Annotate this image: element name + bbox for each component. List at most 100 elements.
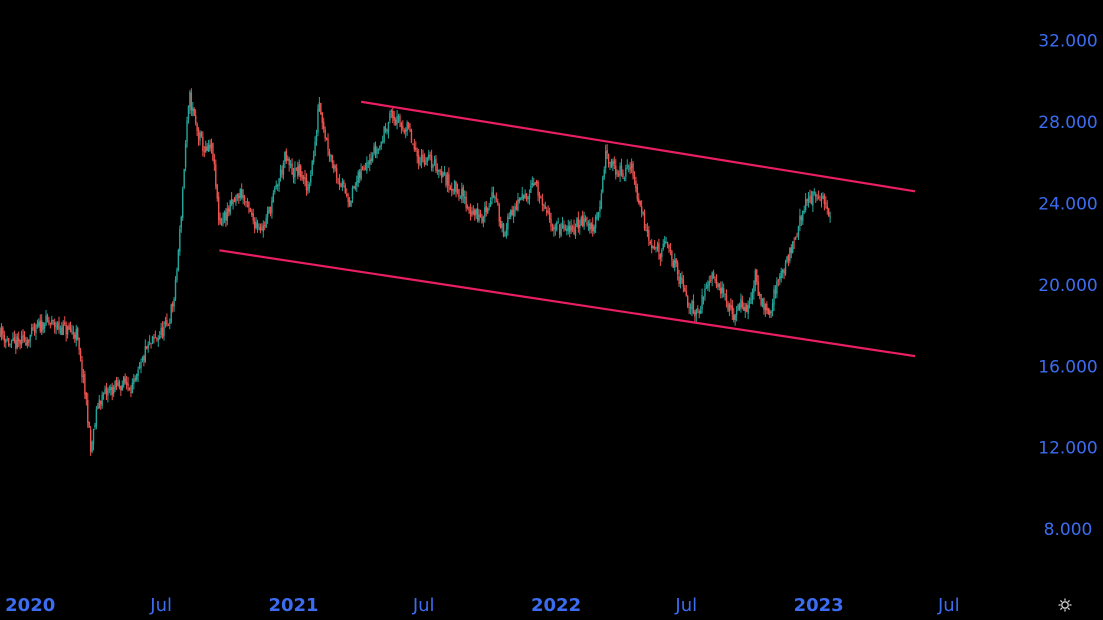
candle: [638, 192, 640, 205]
candle: [653, 240, 656, 251]
candle: [514, 203, 516, 217]
candle: [566, 225, 568, 236]
candle: [26, 337, 29, 349]
candle: [45, 309, 47, 326]
candle: [533, 177, 535, 187]
candle: [570, 219, 572, 235]
candle: [374, 141, 377, 159]
candle: [462, 184, 464, 204]
candle: [639, 200, 641, 208]
candle: [479, 209, 482, 218]
candle: [423, 153, 426, 167]
candle: [146, 345, 148, 350]
candle: [262, 220, 264, 238]
candle: [94, 422, 96, 430]
candle: [453, 179, 456, 195]
candle: [799, 208, 801, 231]
candle: [498, 202, 500, 227]
candle: [521, 186, 523, 201]
candle: [682, 274, 685, 293]
time-axis-tick-label: 2022: [531, 595, 581, 616]
candle: [35, 323, 37, 340]
candle: [288, 156, 290, 172]
candle: [330, 153, 332, 162]
candle: [380, 141, 382, 150]
candle: [556, 220, 558, 232]
candle: [192, 101, 194, 117]
candle: [228, 205, 230, 217]
candle: [282, 160, 285, 180]
candle: [2, 326, 4, 340]
candle: [384, 123, 387, 134]
candle: [520, 197, 522, 201]
candle: [573, 219, 575, 235]
candle: [497, 198, 499, 206]
candle: [294, 161, 296, 184]
candle: [558, 224, 561, 239]
candle: [617, 170, 620, 178]
candle: [681, 271, 683, 284]
candle: [406, 120, 408, 136]
candle: [39, 314, 41, 334]
trendlines-group[interactable]: [219, 100, 916, 358]
candle: [528, 189, 531, 205]
candle: [774, 285, 777, 299]
candle: [484, 201, 486, 223]
candle: [715, 274, 718, 289]
candle: [243, 194, 246, 206]
candle: [324, 126, 326, 142]
candle: [203, 145, 205, 158]
candle: [295, 167, 298, 172]
candle: [784, 259, 787, 276]
candle: [230, 192, 233, 207]
candle: [800, 214, 803, 227]
settings-gear-icon[interactable]: [1058, 598, 1072, 612]
candle: [226, 202, 229, 226]
candle: [760, 293, 762, 307]
candle: [65, 321, 67, 342]
candle: [417, 148, 420, 170]
candle: [649, 240, 651, 245]
candle: [216, 183, 218, 202]
candle: [169, 318, 171, 330]
candle: [229, 199, 231, 216]
candle: [407, 121, 410, 130]
candle: [399, 113, 401, 128]
channel-trendline[interactable]: [360, 100, 916, 193]
candle: [137, 366, 139, 383]
candle: [757, 275, 759, 296]
candle: [538, 191, 541, 204]
time-axis[interactable]: 2020 Jul 2021 Jul 2022 Jul 2023 Jul: [5, 595, 960, 616]
candle: [412, 143, 414, 146]
candle: [120, 385, 122, 396]
candle: [620, 158, 623, 177]
channel-trendline[interactable]: [219, 249, 916, 358]
candle: [305, 173, 308, 196]
price-axis[interactable]: 32.000 28.000 24.000 20.000 16.000 12.000 8.00…: [1038, 32, 1097, 540]
candle: [662, 239, 664, 251]
candle: [232, 199, 234, 210]
candle: [363, 164, 365, 171]
candle: [287, 155, 289, 161]
candle: [531, 176, 534, 188]
candle: [337, 177, 339, 185]
candle: [773, 285, 775, 311]
candle: [176, 267, 178, 283]
candle: [366, 156, 368, 174]
candle: [540, 195, 542, 199]
candle: [397, 113, 400, 124]
candle: [580, 215, 582, 226]
candle: [694, 309, 696, 322]
candle: [787, 254, 790, 267]
candle: [353, 185, 355, 189]
candle: [400, 121, 403, 134]
candle: [695, 308, 698, 322]
candle: [507, 213, 509, 236]
candle: [409, 123, 411, 133]
candle: [553, 224, 555, 237]
candle: [806, 198, 808, 206]
candle: [771, 298, 774, 317]
candle: [64, 316, 66, 326]
candle: [284, 151, 286, 169]
